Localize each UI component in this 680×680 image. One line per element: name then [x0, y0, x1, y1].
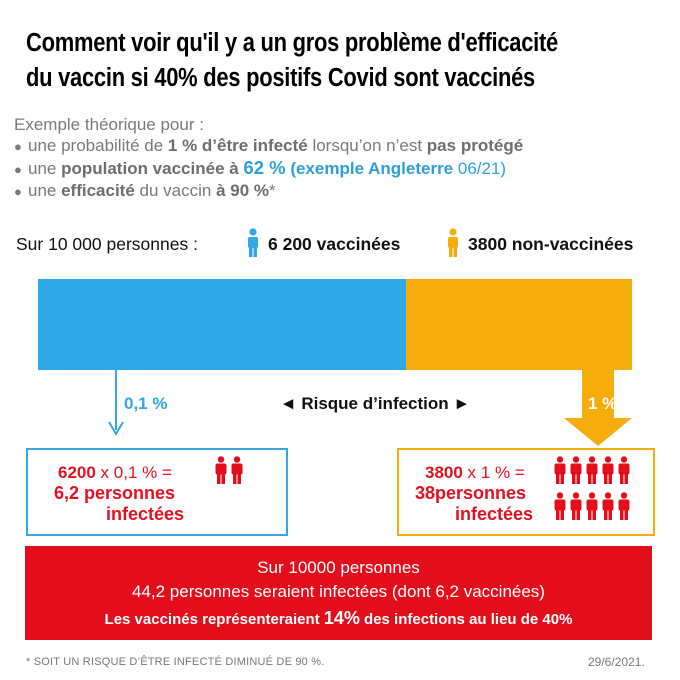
counts-label: Sur 10 000 personnes : — [16, 234, 198, 254]
bullet-strong: efficacité — [61, 181, 135, 200]
unvaccinated-count: 3800 non-vaccinées — [468, 234, 634, 254]
intro-block: Exemple théorique pour : ● une probabili… — [14, 114, 674, 202]
bullet-strong: 1 % d’être infecté — [167, 136, 308, 155]
bullet-population: ● une population vaccinée à 62 % (exempl… — [14, 157, 674, 180]
vaccinated-bar — [38, 279, 406, 370]
person-red-icon — [570, 456, 582, 484]
calc-operator: x 1 % = — [462, 463, 525, 482]
arrow-down-blue-icon — [108, 370, 124, 436]
bullet-highlight: (exemple Angleterre — [285, 159, 458, 178]
calc-operator: x 0,1 % = — [95, 463, 172, 482]
calc-number: 3800 — [425, 463, 463, 482]
person-red-icon — [586, 456, 598, 484]
vaccinated-result-box: 6200 x 0,1 % = 6,2 personnes infectées — [26, 448, 288, 536]
bullet-text: une — [28, 159, 62, 178]
person-red-icon — [602, 492, 614, 520]
infected-people-icons — [215, 456, 243, 484]
summary-line-2: 44,2 personnes seraient infectées (dont … — [132, 582, 545, 601]
unvaccinated-result: 38personnes — [415, 483, 527, 503]
bullet-text: une — [28, 181, 62, 200]
infected-people-icons — [554, 456, 630, 520]
person-red-icon — [231, 456, 243, 484]
page-title: Comment voir qu'il y a un gros problème … — [26, 26, 585, 96]
unvaccinated-risk-pct: 1 % — [588, 394, 618, 413]
summary-line-1: Sur 10000 personnes — [257, 558, 420, 577]
risk-label: ◄ Risque d’infection ► — [279, 394, 471, 413]
person-red-icon — [554, 492, 566, 520]
calc-number: 6200 — [58, 463, 96, 482]
bullet-text: lorsqu’on n’est — [307, 136, 427, 155]
summary-box: Sur 10000 personnes 44,2 personnes serai… — [25, 546, 652, 640]
summary-highlight: 14% — [323, 608, 360, 628]
footnote: * SOIT UN RISQUE D’ÊTRE INFECTÉ DIMINUÉ … — [26, 656, 325, 668]
person-red-icon — [586, 492, 598, 520]
unvaccinated-calc: 3800 x 1 % = — [425, 462, 525, 483]
summary-text: des infections au lieu de 40% — [359, 611, 573, 628]
vaccinated-result: 6,2 personnes — [54, 483, 176, 503]
arrow-down-orange-icon — [564, 370, 632, 446]
unvaccinated-bar — [406, 279, 632, 370]
vaccinated-result-2: infectées — [106, 504, 185, 524]
bullet-text: * — [269, 181, 276, 200]
person-blue-icon — [248, 228, 258, 257]
vaccinated-count: 6 200 vaccinées — [268, 234, 401, 254]
title-line-1: Comment voir qu'il y a un gros problème … — [26, 29, 558, 57]
vaccinated-risk-pct: 0,1 % — [124, 394, 168, 413]
bullet-probability: ● une probabilité de 1 % d’être infecté … — [14, 135, 674, 157]
bullet-highlight: 06/21) — [457, 159, 507, 178]
bullet-highlight: 62 % — [243, 157, 286, 178]
intro-heading: Exemple théorique pour : — [14, 115, 204, 134]
person-red-icon — [554, 456, 566, 484]
person-red-icon — [618, 492, 630, 520]
bullet-efficacy: ● une efficacité du vaccin à 90 %* — [14, 180, 674, 202]
person-red-icon — [215, 456, 227, 484]
unvaccinated-result-2: infectées — [455, 504, 534, 524]
bullet-dot-icon: ● — [14, 139, 22, 154]
unvaccinated-result-box: 3800 x 1 % = 38personnes infectées — [397, 448, 655, 536]
person-red-icon — [602, 456, 614, 484]
vaccinated-calc: 6200 x 0,1 % = — [58, 462, 172, 483]
person-red-icon — [618, 456, 630, 484]
bullet-text: du vaccin — [134, 181, 217, 200]
summary-line-3: Les vaccinés représenteraient 14% des in… — [25, 608, 652, 629]
person-red-icon — [570, 492, 582, 520]
title-line-2: du vaccin si 40% des positifs Covid sont… — [26, 64, 535, 92]
bullet-text: une probabilité de — [28, 136, 168, 155]
bullet-strong: pas protégé — [426, 136, 524, 155]
date-label: 29/6/2021. — [588, 655, 645, 669]
bullet-strong: population vaccinée à — [61, 159, 244, 178]
person-orange-icon — [448, 228, 458, 257]
bullet-dot-icon: ● — [14, 184, 22, 199]
bullet-strong: à 90 % — [216, 181, 269, 200]
summary-text: Les vaccinés représenteraient — [104, 611, 324, 628]
bullet-dot-icon: ● — [14, 162, 22, 177]
counts-row: Sur 10 000 personnes : 6 200 vaccinées 3… — [16, 228, 676, 260]
